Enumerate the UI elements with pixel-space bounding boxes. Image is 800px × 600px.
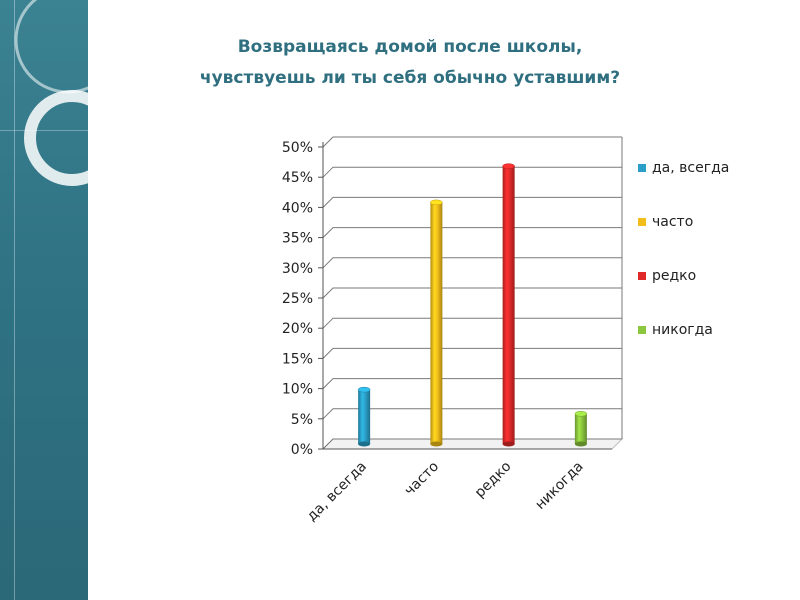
decor-line <box>0 130 88 131</box>
bar-base <box>430 441 443 447</box>
bar-body <box>574 413 587 444</box>
bar-body <box>358 389 371 444</box>
gridline <box>322 257 622 269</box>
bar-top <box>430 199 443 206</box>
legend-label: никогда <box>652 322 713 338</box>
legend-item: редко <box>638 268 696 284</box>
y-tick-label: 0% <box>291 442 313 458</box>
legend-swatch <box>638 326 646 334</box>
title-line-2: чувствуешь ли ты себя обычно уставшим? <box>199 68 621 88</box>
y-tick-label: 30% <box>282 261 313 277</box>
y-tick-label: 40% <box>282 200 313 216</box>
bar-body <box>502 166 515 444</box>
gridline <box>322 196 622 208</box>
bar-часто <box>430 199 443 447</box>
y-tick-label: 20% <box>282 321 313 337</box>
gridline <box>322 287 622 299</box>
bar-редко <box>502 163 515 447</box>
legend-swatch <box>638 272 646 280</box>
legend-swatch <box>638 218 646 226</box>
x-tick-label: никогда <box>532 459 586 513</box>
gridline <box>322 378 622 389</box>
gridline <box>322 166 622 178</box>
bar-top <box>357 386 371 393</box>
chart-title: Возвращаясь домой после школы, чувствуеш… <box>150 32 670 94</box>
decor-line <box>14 0 15 600</box>
legend-item: никогда <box>638 322 713 338</box>
legend-item: часто <box>638 214 693 230</box>
gridline <box>322 438 622 450</box>
legend-label: редко <box>652 268 697 284</box>
bar-top <box>502 163 515 169</box>
y-tick-label: 5% <box>291 412 313 428</box>
gridline <box>322 227 622 238</box>
side-decor-band <box>0 0 88 600</box>
gridline <box>322 408 622 420</box>
legend-label: часто <box>652 214 694 230</box>
gridline <box>322 347 622 359</box>
bar-base <box>358 441 371 447</box>
gridline <box>322 317 622 329</box>
y-tick-label: 15% <box>282 351 313 367</box>
y-tick-label: 45% <box>282 170 313 186</box>
bar-top <box>574 411 588 417</box>
legend-label: да, всегда <box>652 160 730 176</box>
y-tick-label: 10% <box>282 382 313 398</box>
y-tick-label: 25% <box>282 291 313 307</box>
bar-base <box>574 441 587 447</box>
gridline <box>322 136 622 148</box>
bar-да-всегда <box>357 386 371 447</box>
decor-circles <box>14 0 88 186</box>
title-line-1: Возвращаясь домой после школы, <box>237 37 583 57</box>
y-tick-label: 35% <box>282 231 313 247</box>
bar-base <box>502 441 515 447</box>
x-tick-label: да, всегда <box>304 459 370 525</box>
bar-никогда <box>574 411 588 447</box>
legend-item: да, всегда <box>638 160 729 176</box>
legend-swatch <box>638 164 646 172</box>
x-tick-label: редко <box>472 459 515 502</box>
x-tick-label: часто <box>402 459 443 500</box>
y-tick-label: 50% <box>282 140 313 156</box>
bar-body <box>430 202 443 444</box>
